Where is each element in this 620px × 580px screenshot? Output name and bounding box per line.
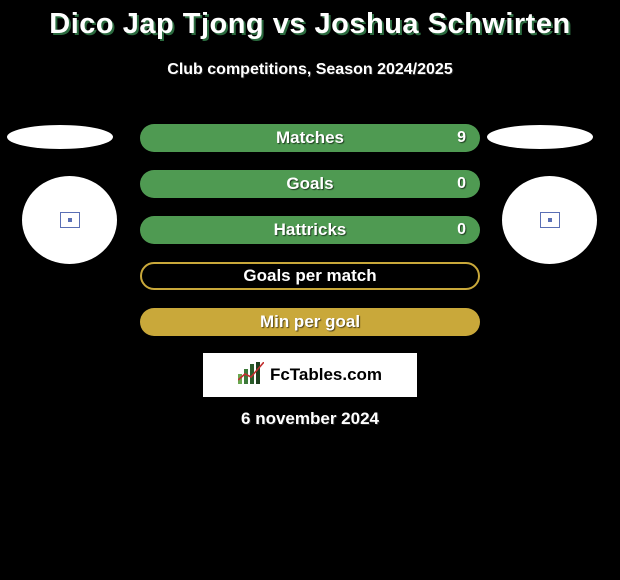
infographic-container: Dico Jap Tjong vs Joshua Schwirten Club … — [0, 0, 620, 580]
page-title: Dico Jap Tjong vs Joshua Schwirten — [0, 0, 620, 41]
player-right-club-circle — [502, 176, 597, 264]
club-placeholder-icon — [60, 212, 80, 228]
stat-bar-label: Min per goal — [260, 312, 360, 332]
date-label: 6 november 2024 — [241, 409, 379, 429]
logo-text: FcTables.com — [270, 365, 382, 385]
club-dot-icon — [68, 218, 72, 222]
club-placeholder-icon — [540, 212, 560, 228]
player-left-ellipse — [7, 125, 113, 149]
player-left-club-circle — [22, 176, 117, 264]
subtitle-text: Club competitions, Season 2024/2025 — [167, 61, 452, 78]
stat-bar-label: Hattricks — [274, 220, 347, 240]
stat-bar: Hattricks 0 — [140, 216, 480, 244]
stat-bar-value: 0 — [457, 221, 466, 239]
stat-bar-value: 9 — [457, 129, 466, 147]
stat-bar-label: Goals per match — [243, 266, 376, 286]
stat-bar-label: Matches — [276, 128, 344, 148]
stat-bar-value: 0 — [457, 175, 466, 193]
fctables-logo: FcTables.com — [203, 353, 417, 397]
page-subtitle: Club competitions, Season 2024/2025 — [0, 61, 620, 79]
stats-bars: Matches 9 Goals 0 Hattricks 0 Goals per match M… — [140, 124, 480, 354]
stat-bar: Goals 0 — [140, 170, 480, 198]
stat-bar: Min per goal — [140, 308, 480, 336]
stat-bar-label: Goals — [286, 174, 333, 194]
stat-bar: Goals per match — [140, 262, 480, 290]
logo-bars-icon — [238, 362, 264, 389]
title-text: Dico Jap Tjong vs Joshua Schwirten — [49, 8, 570, 40]
player-right-ellipse — [487, 125, 593, 149]
date-text: 6 november 2024 — [241, 409, 379, 428]
stat-bar: Matches 9 — [140, 124, 480, 152]
logo-inner: FcTables.com — [238, 362, 382, 389]
club-dot-icon — [548, 218, 552, 222]
